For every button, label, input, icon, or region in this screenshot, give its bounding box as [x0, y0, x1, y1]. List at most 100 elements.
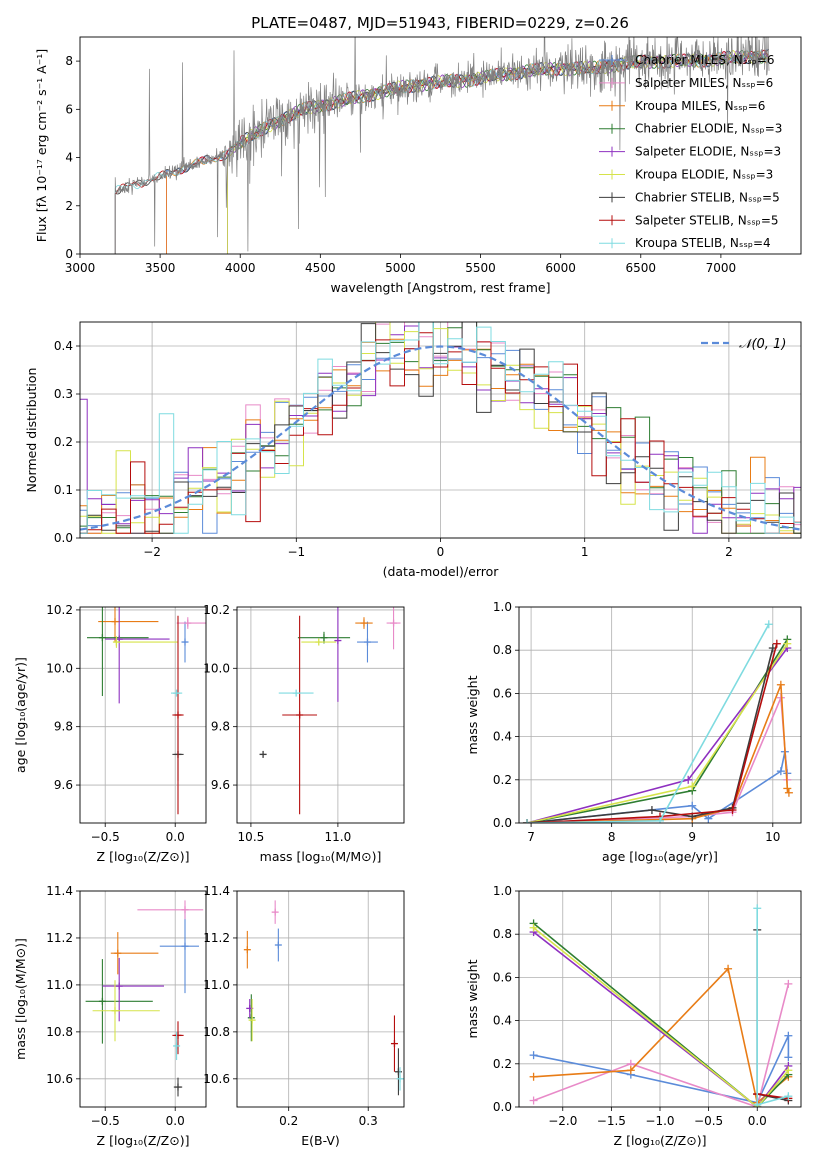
histogram-series — [80, 322, 801, 534]
weight-series-line — [533, 927, 790, 1107]
axes-age_vs_mass: 10.5 11.0 9.6 9.8 10.0 10.2 mass [log₁₀(M/M⊙)] — [203, 603, 405, 864]
x-tick-label: −2 — [143, 545, 161, 559]
axes-age_vs_Z: −0.5 0.0 9.6 9.8 10.0 10.2 Z [log₁₀(Z/Z⊙)] age … — [13, 603, 207, 864]
axes-frame — [79, 321, 802, 539]
axes-weight_vs_age: 7 8 9 10 0.0 0.2 0.4 0.6 0.8 1.0 age [log₁₀(age/yr… — [465, 600, 802, 864]
legend-entry: 𝒩(0, 1) — [739, 337, 786, 352]
y-tick-label: 11.2 — [46, 931, 73, 945]
y-tick-label: 6 — [65, 102, 73, 116]
axes-residuals: −2 −1 0 1 2 0.0 0.1 0.2 0.3 0.4 (data-model)/error… — [24, 321, 802, 579]
x-tick-label: 5000 — [385, 261, 416, 275]
x-tick-label: 9 — [688, 830, 696, 844]
plot-area — [243, 900, 404, 1096]
spectrum-data-line — [114, 37, 770, 254]
plot-area — [85, 900, 204, 1097]
plot-background — [519, 607, 801, 823]
y-tick-label: 11.4 — [46, 884, 73, 898]
x-tick-label: 0 — [437, 545, 445, 559]
y-tick-label: 0.6 — [493, 686, 512, 700]
plot-area — [80, 322, 801, 534]
weight-lines — [529, 904, 793, 1107]
y-axis-label: mass weight — [465, 959, 480, 1038]
y-tick-label: 10.2 — [46, 603, 73, 617]
spectrum-legend: Chabrier MILES, Nₛₛₚ=6 Salpeter MILES, Nₛ… — [599, 53, 782, 250]
y-tick-label: 1.0 — [493, 884, 512, 898]
y-axis-label: Normed distribution — [24, 368, 39, 493]
plot-area — [87, 607, 206, 815]
y-tick-label: 0.4 — [493, 1014, 512, 1028]
legend-entry: Chabrier MILES, Nₛₛₚ=6 — [635, 53, 775, 67]
y-tick-label: 0.6 — [493, 970, 512, 984]
x-tick-label: 4500 — [305, 261, 336, 275]
axes-spectrum: 3000 3500 4000 4500 5000 5500 6000 6500 7000 0 2 4 6… — [34, 36, 802, 295]
y-tick-label: 9.8 — [211, 720, 230, 734]
y-tick-label: 11.0 — [46, 978, 73, 992]
plot-area — [259, 607, 401, 815]
axes-mass_vs_Z: −0.5 0.0 10.6 10.8 11.0 11.2 11.4 Z [log₁₀(Z/Z⊙… — [13, 884, 207, 1148]
axes-weight_vs_Z: −2.0 −1.5 −1.0 −0.5 0.0 0.0 0.2 0.4 0.6 0.8 1.0 Z [… — [465, 884, 802, 1148]
x-tick-label: −1.0 — [645, 1114, 674, 1128]
y-tick-label: 8 — [65, 54, 73, 68]
axes-frame — [79, 890, 207, 1108]
axes-frame — [236, 606, 405, 824]
x-tick-label: −2.0 — [548, 1114, 577, 1128]
tick-labels: 10.5 11.0 9.6 9.8 10.0 10.2 — [203, 603, 351, 844]
x-tick-label: 8 — [608, 830, 616, 844]
y-tick-label: 0.4 — [493, 730, 512, 744]
x-tick-label: 3000 — [65, 261, 96, 275]
tick-labels: −2.0 −1.5 −1.0 −0.5 0.0 0.0 0.2 0.4 0.6 0.8 1.0 — [493, 884, 767, 1128]
y-tick-label: 0.0 — [493, 816, 512, 830]
y-tick-label: 2 — [65, 199, 73, 213]
y-tick-label: 1.0 — [493, 600, 512, 614]
errorbars — [259, 607, 401, 815]
axes-frame — [79, 606, 207, 824]
tick-labels: −2 −1 0 1 2 0.0 0.1 0.2 0.3 0.4 — [54, 339, 733, 559]
y-tick-label: 0.1 — [54, 483, 73, 497]
x-tick-label: −0.5 — [694, 1114, 723, 1128]
x-axis-label: E(B-V) — [301, 1133, 340, 1148]
x-tick-label: 1 — [581, 545, 589, 559]
y-tick-label: 10.6 — [46, 1072, 73, 1086]
x-tick-label: −0.5 — [91, 830, 120, 844]
y-tick-label: 0.3 — [54, 387, 73, 401]
plot-area — [523, 620, 793, 823]
y-axis-label: Flux [fλ 10⁻¹⁷ erg cm⁻² s⁻¹ A⁻¹] — [34, 49, 49, 242]
histogram-series — [80, 322, 801, 534]
x-tick-label: −0.5 — [91, 1114, 120, 1128]
grid-lines — [80, 890, 206, 1107]
axes-frame — [518, 890, 802, 1108]
y-tick-label: 9.6 — [211, 778, 230, 792]
x-tick-label: 11.0 — [325, 830, 352, 844]
y-tick-label: 0.0 — [54, 531, 73, 545]
y-tick-label: 0.2 — [54, 435, 73, 449]
x-tick-label: −1 — [287, 545, 305, 559]
tick-labels: 3000 3500 4000 4500 5000 5500 6000 6500 7000 0 2 4 6… — [65, 54, 736, 275]
y-tick-label: 0.8 — [493, 927, 512, 941]
y-axis-label: mass weight — [465, 675, 480, 754]
x-tick-label: −1.5 — [597, 1114, 626, 1128]
spectrum-model-line — [227, 50, 769, 254]
weight-series-line — [533, 931, 790, 1107]
axes-mass_vs_ebv: 0.2 0.3 10.6 10.8 11.0 11.2 11.4 E(B-V) — [203, 884, 405, 1148]
y-tick-label: 9.6 — [54, 778, 73, 792]
weight-lines — [523, 620, 793, 823]
x-axis-label: (data-model)/error — [383, 564, 500, 579]
x-tick-label: 2 — [725, 545, 733, 559]
legend-entry: Kroupa ELODIE, Nₛₛₚ=3 — [635, 168, 773, 182]
y-tick-label: 0.8 — [493, 643, 512, 657]
legend-entry: Salpeter STELIB, Nₛₛₚ=5 — [635, 213, 779, 227]
errorbars — [87, 607, 206, 815]
y-tick-label: 0.4 — [54, 339, 73, 353]
y-tick-label: 11.0 — [203, 978, 230, 992]
x-axis-label: age [log₁₀(age/yr)] — [602, 849, 718, 864]
grid-lines — [237, 607, 404, 823]
tick-labels: −0.5 0.0 9.6 9.8 10.0 10.2 — [46, 603, 184, 844]
y-tick-label: 10.8 — [46, 1025, 73, 1039]
legend-entry: Kroupa MILES, Nₛₛₚ=6 — [635, 99, 765, 113]
legend-entry: Salpeter MILES, Nₛₛₚ=6 — [635, 76, 773, 90]
weight-series-line — [533, 983, 790, 1107]
legend-entry: Kroupa STELIB, Nₛₛₚ=4 — [635, 236, 771, 250]
y-tick-label: 10.0 — [203, 661, 230, 675]
normal-curve — [80, 345, 801, 531]
plot-area — [529, 904, 793, 1107]
